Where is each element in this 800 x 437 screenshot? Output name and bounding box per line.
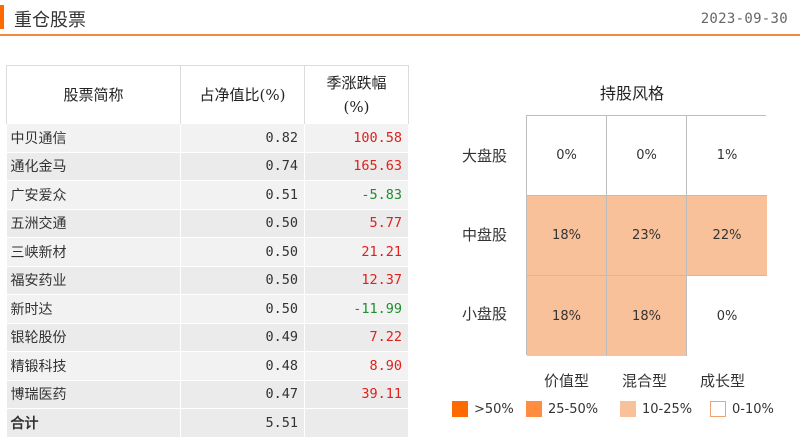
- net-value-weight: 0.50: [180, 294, 305, 323]
- table-row: 银轮股份 0.49 7.22: [6, 322, 409, 352]
- holdings-table: 股票简称 占净值比(%) 季涨跌幅 (%) 中贝通信 0.82 100.58 通化金马…: [6, 65, 409, 437]
- section-header: 重仓股票 2023-09-30: [0, 0, 800, 36]
- legend-item-25-50: 25-50%: [526, 401, 598, 417]
- style-cell-large-blend: 0%: [607, 116, 687, 196]
- table-row: 三峡新材 0.50 21.21: [6, 237, 409, 266]
- table-row: 中贝通信 0.82 100.58: [6, 123, 409, 152]
- total-weight: 5.51: [180, 408, 305, 437]
- col-label-growth: 成长型: [700, 372, 746, 390]
- net-value-weight: 0.51: [180, 180, 305, 209]
- quarter-change: 7.22: [304, 322, 409, 352]
- total-change-empty: [304, 408, 409, 437]
- style-cell-small-blend: 18%: [607, 276, 687, 356]
- table-row: 广安爱众 0.51 -5.83: [6, 180, 409, 209]
- table-row: 五洲交通 0.50 5.77: [6, 208, 409, 238]
- header-accent-bar: [0, 5, 4, 29]
- legend-item-gt50: >50%: [452, 401, 514, 417]
- row-label-large-cap: 大盘股: [462, 147, 508, 165]
- stock-name[interactable]: 精锻科技: [6, 351, 181, 380]
- stock-name[interactable]: 福安药业: [6, 265, 181, 295]
- quarter-change: -11.99: [304, 294, 409, 323]
- quarter-change: 12.37: [304, 265, 409, 295]
- net-value-weight: 0.82: [180, 123, 305, 152]
- section-title: 重仓股票: [14, 10, 86, 31]
- quarter-change: 100.58: [304, 123, 409, 152]
- col-label-blend: 混合型: [622, 372, 668, 390]
- style-cell-small-value: 18%: [527, 276, 607, 356]
- legend-label-10-25: 10-25%: [642, 401, 693, 417]
- column-header-change: 季涨跌幅 (%): [304, 65, 409, 124]
- column-header-change-line2: (%): [343, 97, 370, 116]
- style-cell-mid-value: 18%: [527, 196, 607, 276]
- legend-swatch-10-25: [620, 401, 636, 417]
- quarter-change: 39.11: [304, 379, 409, 409]
- report-date: 2023-09-30: [700, 11, 788, 27]
- style-box-title: 持股风格: [600, 84, 665, 103]
- col-label-value: 价值型: [544, 372, 590, 390]
- stock-name[interactable]: 五洲交通: [6, 208, 181, 238]
- style-cell-large-growth: 1%: [687, 116, 767, 196]
- stock-name[interactable]: 通化金马: [6, 151, 181, 181]
- table-row: 通化金马 0.74 165.63: [6, 151, 409, 181]
- net-value-weight: 0.50: [180, 237, 305, 266]
- style-cell-large-value: 0%: [527, 116, 607, 196]
- style-cell-mid-blend: 23%: [607, 196, 687, 276]
- quarter-change: 8.90: [304, 351, 409, 380]
- stock-name[interactable]: 银轮股份: [6, 322, 181, 352]
- net-value-weight: 0.48: [180, 351, 305, 380]
- row-label-small-cap: 小盘股: [462, 305, 508, 323]
- quarter-change: 21.21: [304, 237, 409, 266]
- table-row: 博瑞医药 0.47 39.11: [6, 379, 409, 409]
- stock-name[interactable]: 新时达: [6, 294, 181, 323]
- column-header-name: 股票简称: [6, 65, 181, 124]
- table-header-row: 股票简称 占净值比(%) 季涨跌幅 (%): [6, 65, 409, 124]
- stock-name[interactable]: 博瑞医药: [6, 379, 181, 409]
- style-cell-mid-growth: 22%: [687, 196, 767, 276]
- column-header-change-line1: 季涨跌幅: [326, 73, 387, 92]
- net-value-weight: 0.50: [180, 208, 305, 238]
- legend-swatch-0-10: [710, 401, 726, 417]
- style-box-grid: 0% 0% 1% 18% 23% 22% 18% 18% 0%: [526, 115, 767, 356]
- table-total-row: 合计 5.51: [6, 408, 409, 437]
- legend-item-10-25: 10-25%: [620, 401, 692, 417]
- table-row: 新时达 0.50 -11.99: [6, 294, 409, 323]
- style-legend: >50% 25-50% 10-25% 0-10%: [452, 401, 792, 421]
- quarter-change: -5.83: [304, 180, 409, 209]
- legend-swatch-25-50: [526, 401, 542, 417]
- stock-name[interactable]: 中贝通信: [6, 123, 181, 152]
- net-value-weight: 0.74: [180, 151, 305, 181]
- style-cell-small-growth: 0%: [687, 276, 767, 356]
- quarter-change: 165.63: [304, 151, 409, 181]
- stock-name[interactable]: 三峡新材: [6, 237, 181, 266]
- total-label: 合计: [6, 408, 181, 437]
- legend-item-0-10: 0-10%: [710, 401, 774, 417]
- table-row: 精锻科技 0.48 8.90: [6, 351, 409, 380]
- legend-label-gt50: >50%: [474, 401, 514, 417]
- row-label-mid-cap: 中盘股: [462, 226, 508, 244]
- column-header-weight: 占净值比(%): [180, 65, 305, 124]
- net-value-weight: 0.47: [180, 379, 305, 409]
- quarter-change: 5.77: [304, 208, 409, 238]
- legend-label-25-50: 25-50%: [548, 401, 599, 417]
- table-row: 福安药业 0.50 12.37: [6, 265, 409, 295]
- net-value-weight: 0.50: [180, 265, 305, 295]
- stock-name[interactable]: 广安爱众: [6, 180, 181, 209]
- legend-label-0-10: 0-10%: [732, 401, 774, 417]
- net-value-weight: 0.49: [180, 322, 305, 352]
- legend-swatch-gt50: [452, 401, 468, 417]
